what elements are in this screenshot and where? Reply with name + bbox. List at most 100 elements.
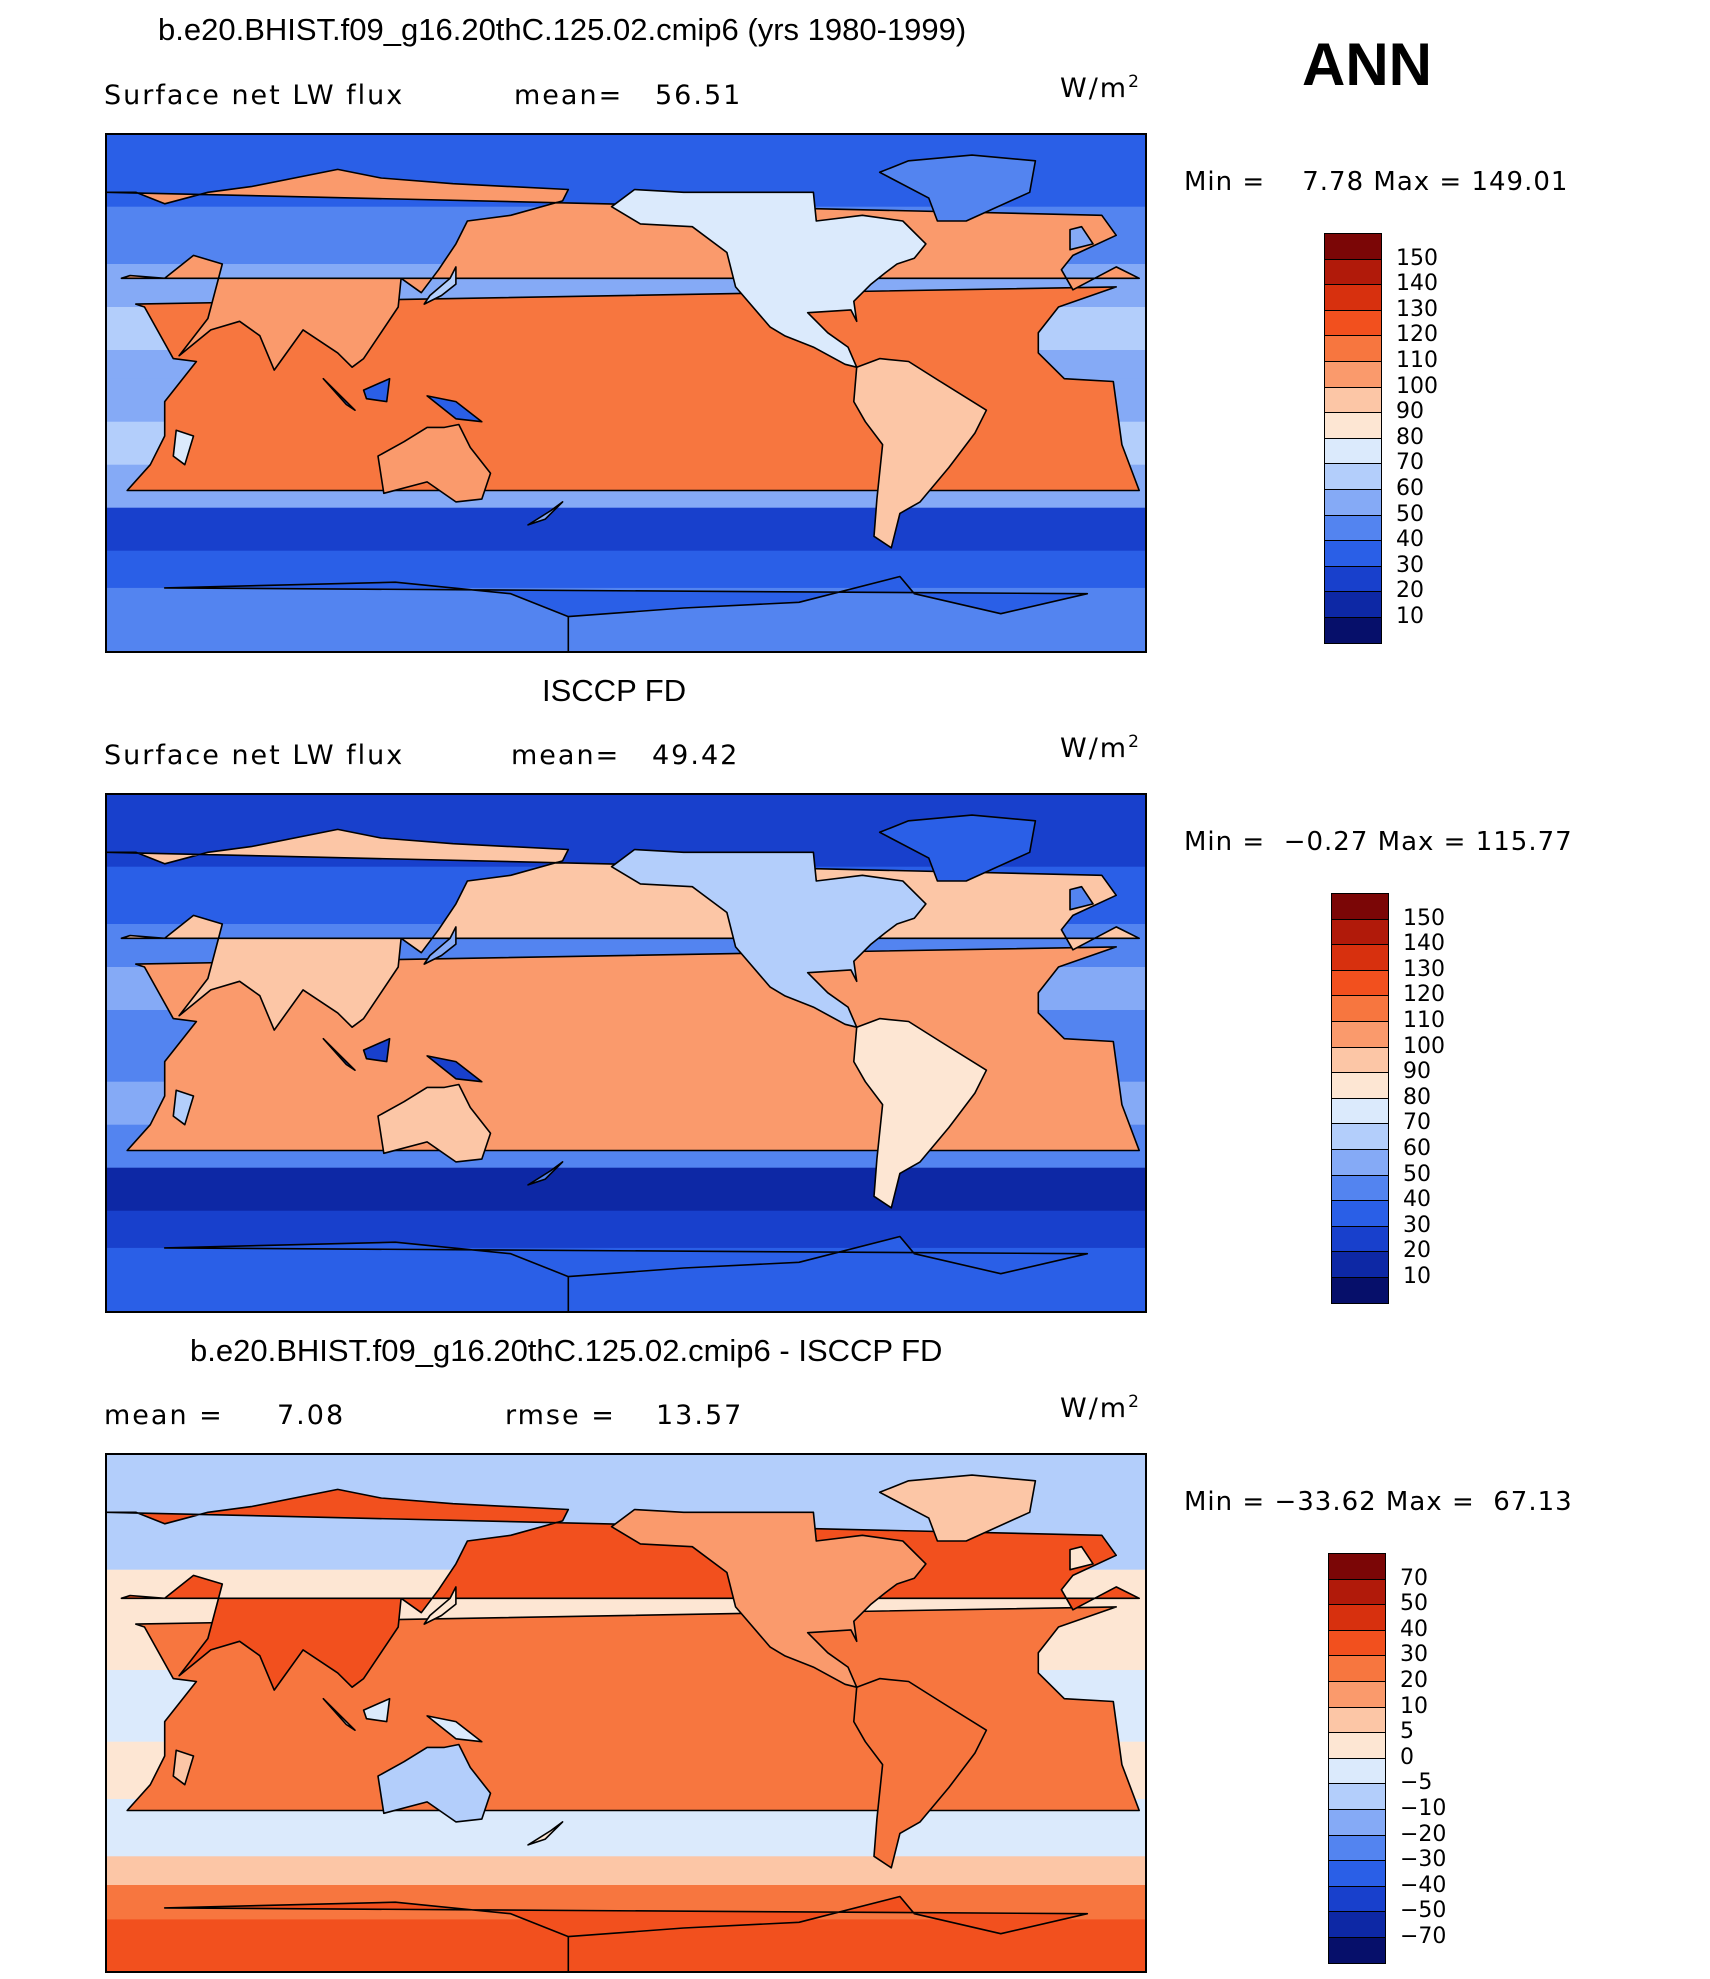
coastline-antarctica xyxy=(163,1235,1089,1311)
colorbar-swatch xyxy=(1331,1072,1389,1099)
colorbar-swatch xyxy=(1328,1911,1386,1938)
colorbar-swatch xyxy=(1331,1251,1389,1278)
colorbar-swatch xyxy=(1324,361,1382,388)
coastline-namerica xyxy=(610,848,927,1028)
colorbar-swatch xyxy=(1328,1885,1386,1913)
colorbar-swatch xyxy=(1324,489,1382,516)
colorbar-tick-label: −5 xyxy=(1400,1770,1433,1796)
rmse-value: 13.57 xyxy=(656,1400,744,1431)
colorbar-swatch xyxy=(1331,1174,1389,1202)
rmse-label: rmse = xyxy=(505,1400,616,1431)
colorbar-swatch xyxy=(1328,1732,1386,1759)
variable-label: Surface net LW flux xyxy=(104,80,405,111)
colorbar-swatch xyxy=(1324,617,1382,644)
colorbar-tick-label: −50 xyxy=(1400,1898,1447,1924)
colorbar-tick-label: −10 xyxy=(1400,1796,1447,1821)
colorbar-swatch xyxy=(1324,412,1382,439)
colorbar-tick-label: 10 xyxy=(1403,1264,1431,1289)
coastline-indonesia1 xyxy=(322,1037,356,1072)
map-field xyxy=(107,795,1145,1311)
panel-title: ISCCP FD xyxy=(542,673,687,708)
field-band xyxy=(107,1856,1145,1886)
colorbar-swatch xyxy=(1331,893,1389,920)
diff-mean-label: mean = xyxy=(104,1400,224,1431)
field-band xyxy=(107,1167,1145,1212)
coastline-japan xyxy=(423,266,457,305)
colorbar-swatch xyxy=(1328,1834,1386,1862)
colorbar-tick-label: 40 xyxy=(1403,1187,1431,1213)
field-band xyxy=(107,507,1145,552)
colorbar-tick-label: −20 xyxy=(1400,1821,1447,1847)
coastline-japan xyxy=(423,1586,457,1625)
colorbar-tick-label: 20 xyxy=(1400,1668,1428,1693)
coastline-indonesia2 xyxy=(362,377,391,403)
colorbar-tick-label: 90 xyxy=(1403,1059,1431,1085)
colorbar-swatch xyxy=(1324,284,1382,311)
colorbar-tick-label: 100 xyxy=(1403,1033,1445,1059)
colorbar-swatch xyxy=(1324,565,1382,593)
colorbar-tick-label: 5 xyxy=(1400,1719,1414,1745)
colorbar-tick-label: 70 xyxy=(1396,450,1424,476)
variable-label: Surface net LW flux xyxy=(104,740,405,771)
colorbar-swatch xyxy=(1324,233,1382,260)
colorbar-swatch xyxy=(1328,1860,1386,1887)
colorbar-tick-label: 20 xyxy=(1396,578,1424,604)
colorbar-tick-label: 50 xyxy=(1400,1591,1428,1617)
colorbar-tick-label: 30 xyxy=(1403,1212,1431,1238)
colorbar-tick-label: 30 xyxy=(1400,1642,1428,1668)
units-label: W/m2 xyxy=(1060,1392,1139,1424)
colorbar-tick-label: 40 xyxy=(1400,1616,1428,1642)
coastline-uk xyxy=(1069,885,1094,911)
coastline-newguinea xyxy=(426,1055,483,1083)
coastline-nz xyxy=(527,1821,564,1846)
colorbar-tick-label: 20 xyxy=(1403,1238,1431,1264)
coastline-greenland xyxy=(878,1474,1037,1542)
colorbar-swatch xyxy=(1328,1757,1386,1785)
coastline-uk xyxy=(1069,1545,1094,1571)
units-label: W/m2 xyxy=(1060,72,1139,104)
coastline-antarctica xyxy=(163,575,1089,651)
map-plot xyxy=(105,133,1147,653)
colorbar-tick-label: 100 xyxy=(1396,373,1438,399)
colorbar-swatch xyxy=(1331,944,1389,971)
colorbar-swatch xyxy=(1328,1681,1386,1708)
coastline-antarctica xyxy=(163,1895,1089,1971)
coastline-samerica xyxy=(852,1677,988,1869)
colorbar-tick-label: 110 xyxy=(1396,348,1438,373)
coastline-australia xyxy=(377,1083,492,1163)
colorbar-tick-label: 90 xyxy=(1396,399,1424,425)
mean-value: 49.42 xyxy=(652,740,740,771)
colorbar-tick-label: 80 xyxy=(1396,424,1424,450)
colorbar-swatch xyxy=(1331,1046,1389,1074)
colorbar-swatch xyxy=(1324,514,1382,542)
coastline-australia xyxy=(377,423,492,503)
colorbar-swatch xyxy=(1324,309,1382,337)
colorbar-swatch xyxy=(1328,1578,1386,1606)
units-label: W/m2 xyxy=(1060,732,1139,764)
coastline-indonesia2 xyxy=(362,1697,391,1723)
colorbar-swatch xyxy=(1324,540,1382,567)
colorbar-swatch xyxy=(1331,1021,1389,1048)
colorbar-tick-label: 10 xyxy=(1400,1693,1428,1719)
min-max-readout: Min = −33.62 Max = 67.13 xyxy=(1184,1487,1573,1517)
colorbar-swatch xyxy=(1331,1149,1389,1176)
colorbar-tick-label: 80 xyxy=(1403,1084,1431,1110)
colorbar-tick-label: −30 xyxy=(1400,1847,1447,1873)
colorbar-tick-label: 150 xyxy=(1396,245,1438,271)
colorbar-tick-label: 140 xyxy=(1396,271,1438,297)
colorbar-tick-label: 120 xyxy=(1396,322,1438,348)
colorbar-swatch xyxy=(1328,1629,1386,1657)
colorbar-tick-label: 140 xyxy=(1403,931,1445,957)
panel-title: b.e20.BHIST.f09_g16.20thC.125.02.cmip6 (… xyxy=(158,12,967,47)
coastline-japan xyxy=(423,926,457,965)
mean-label: mean= xyxy=(514,80,624,111)
colorbar-tick-label: 70 xyxy=(1400,1565,1428,1591)
colorbar-swatch xyxy=(1324,335,1382,362)
coastline-greenland xyxy=(878,154,1037,222)
colorbar-swatch xyxy=(1331,1200,1389,1227)
coastline-greenland xyxy=(878,814,1037,882)
colorbar-swatch xyxy=(1324,591,1382,618)
colorbar-swatch xyxy=(1328,1655,1386,1682)
diff-mean-value: 7.08 xyxy=(277,1400,346,1431)
panel-title: b.e20.BHIST.f09_g16.20thC.125.02.cmip6 -… xyxy=(190,1333,943,1368)
